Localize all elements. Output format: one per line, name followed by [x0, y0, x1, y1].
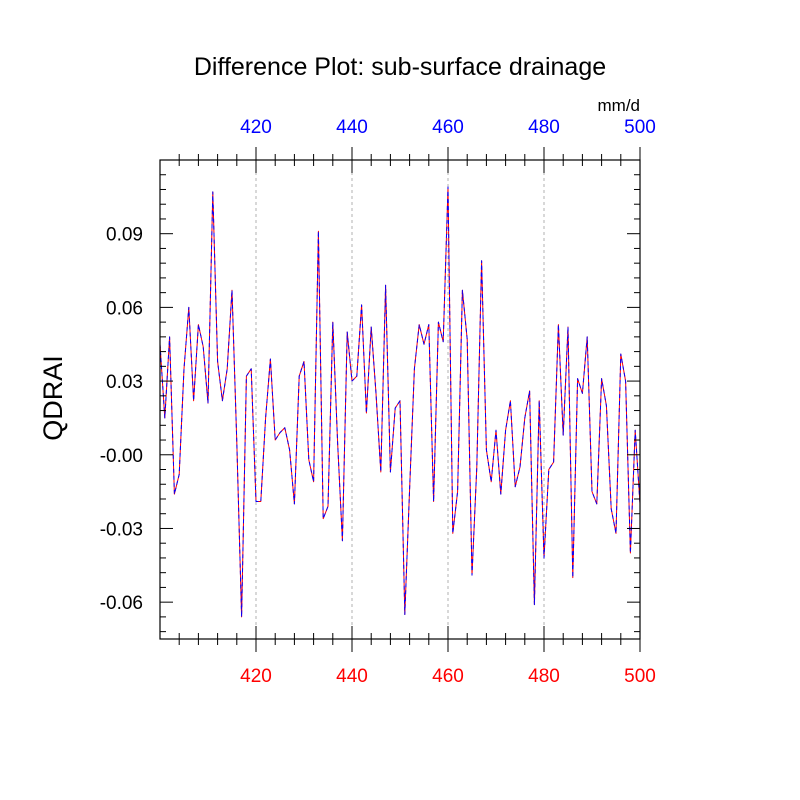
y-tick-label: 0.09: [106, 225, 143, 246]
x-tick-label-top: 460: [432, 117, 464, 138]
units-label: mm/d: [598, 96, 641, 115]
series-line-blue: [159, 186, 641, 618]
plot-frame: [159, 159, 641, 640]
x-tick-label-top: 480: [528, 117, 560, 138]
x-tick-label-bottom: 500: [624, 666, 656, 687]
chart-title: Difference Plot: sub-surface drainage: [194, 53, 606, 81]
series-line-red: [159, 186, 641, 618]
x-tick-label-bottom: 420: [240, 666, 272, 687]
tick-labels: 420 420 440 440 460 460 480 480 500 500 -0.06 -0.03…: [100, 117, 656, 687]
x-gridlines: [255, 160, 545, 639]
axis-ticks: [160, 147, 641, 652]
y-tick-label: 0.06: [106, 298, 143, 319]
y-axis-label: QDRAI: [38, 355, 68, 441]
x-tick-label-bottom: 460: [432, 666, 464, 687]
y-tick-label: 0.03: [106, 372, 143, 393]
y-tick-label: -0.06: [100, 593, 143, 614]
series-lines: [159, 186, 641, 618]
x-tick-label-bottom: 480: [528, 666, 560, 687]
x-tick-label-top: 500: [624, 117, 656, 138]
x-tick-label-top: 420: [240, 117, 272, 138]
x-tick-label-bottom: 440: [336, 666, 368, 687]
y-tick-label: -0.00: [100, 446, 143, 467]
y-tick-label: -0.03: [100, 519, 143, 540]
x-tick-label-top: 440: [336, 117, 368, 138]
